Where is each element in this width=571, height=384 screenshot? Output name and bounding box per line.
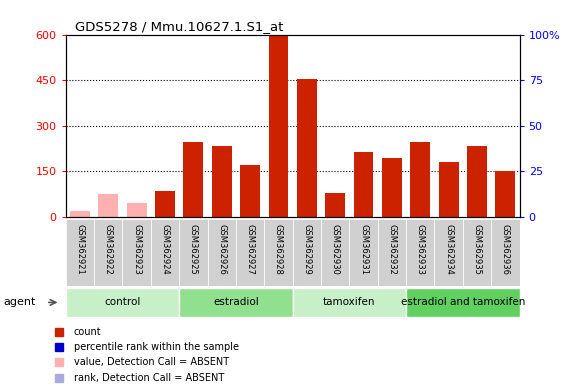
Bar [122,219,151,286]
Text: GSM362936: GSM362936 [501,224,510,275]
Bar [297,79,317,217]
Text: GSM362929: GSM362929 [302,224,311,275]
Text: GSM362934: GSM362934 [444,224,453,275]
Bar [406,219,435,286]
Bar [98,194,118,217]
Bar [325,193,345,217]
Bar [70,211,90,217]
Bar [151,219,179,286]
Bar [321,219,349,286]
Bar [349,219,378,286]
Bar [264,219,292,286]
Bar [207,219,236,286]
Bar [411,142,430,217]
Bar [240,165,260,217]
Text: GSM362930: GSM362930 [331,224,340,275]
Bar [179,219,207,286]
Bar [463,219,491,286]
Text: GSM362923: GSM362923 [132,224,141,275]
Bar [212,146,232,217]
Text: GSM362922: GSM362922 [104,224,112,275]
Bar [66,288,179,317]
Text: GDS5278 / Mmu.10627.1.S1_at: GDS5278 / Mmu.10627.1.S1_at [75,20,283,33]
Bar [382,158,402,217]
Text: control: control [104,297,140,308]
Bar [435,219,463,286]
Text: estradiol and tamoxifen: estradiol and tamoxifen [401,297,525,308]
Bar [293,288,406,317]
Text: tamoxifen: tamoxifen [323,297,376,308]
Text: GSM362928: GSM362928 [274,224,283,275]
Bar [491,219,520,286]
Bar [127,203,147,217]
Text: GSM362931: GSM362931 [359,224,368,275]
Text: estradiol: estradiol [213,297,259,308]
Bar [236,219,264,286]
Text: GSM362921: GSM362921 [75,224,85,275]
Text: GSM362925: GSM362925 [189,224,198,275]
Bar [179,288,292,317]
Bar [378,219,406,286]
Text: value, Detection Call = ABSENT: value, Detection Call = ABSENT [74,358,229,367]
Text: GSM362924: GSM362924 [160,224,170,275]
Bar [94,219,122,286]
Text: percentile rank within the sample: percentile rank within the sample [74,342,239,352]
Bar [467,146,487,217]
Text: GSM362932: GSM362932 [388,224,396,275]
Bar [496,171,516,217]
Text: GSM362935: GSM362935 [473,224,481,275]
Bar [439,162,459,217]
Bar [406,288,520,317]
Text: rank, Detection Call = ABSENT: rank, Detection Call = ABSENT [74,372,224,383]
Bar [268,35,288,217]
Text: GSM362927: GSM362927 [246,224,255,275]
Bar [155,191,175,217]
Text: agent: agent [3,297,35,307]
Text: count: count [74,327,102,337]
Bar [183,142,203,217]
Bar [353,152,373,217]
Bar [66,219,94,286]
Text: GSM362926: GSM362926 [217,224,226,275]
Bar [293,219,321,286]
Text: GSM362933: GSM362933 [416,224,425,275]
